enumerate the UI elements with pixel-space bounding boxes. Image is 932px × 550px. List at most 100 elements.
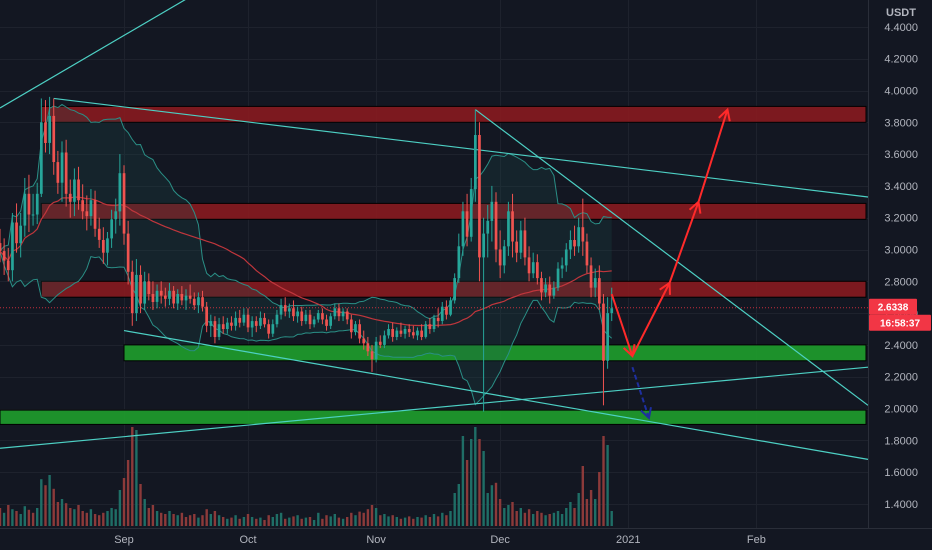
candle	[544, 278, 547, 298]
candle-body	[350, 319, 353, 333]
candle-body	[461, 211, 465, 247]
volume-bar	[143, 499, 146, 526]
volume-bar	[581, 466, 584, 526]
volume-bar	[193, 514, 196, 526]
candle-body	[102, 240, 105, 253]
candle	[564, 243, 568, 272]
candle	[147, 273, 151, 301]
volume-bar	[188, 515, 192, 526]
candle-body	[11, 222, 14, 271]
candle	[333, 303, 337, 320]
y-tick-label: 2.8000	[884, 276, 918, 288]
projection-down	[631, 366, 652, 421]
candle	[259, 311, 262, 329]
candle-body	[254, 321, 258, 326]
resistance-zone	[40, 202, 867, 220]
volume-bar	[27, 509, 31, 526]
candle-body	[226, 322, 229, 329]
volume-bar	[445, 515, 448, 526]
support-zone	[0, 409, 867, 425]
candle	[159, 281, 163, 304]
volume-bar	[242, 517, 246, 526]
x-axis[interactable]: Sep Oct Nov Dec 2021 Feb	[114, 534, 766, 546]
candle-body	[23, 193, 27, 226]
trendline	[0, 366, 869, 449]
candle-body	[585, 241, 589, 266]
volume-bar	[383, 514, 386, 526]
volume-bar	[284, 518, 287, 526]
candle	[552, 281, 556, 299]
candle-body	[60, 152, 64, 183]
candle	[424, 321, 428, 339]
volume-bar	[296, 515, 299, 526]
candle	[234, 311, 237, 331]
candle	[378, 335, 382, 349]
candle-body	[354, 324, 357, 333]
candle-body	[267, 324, 270, 334]
candle	[27, 174, 31, 233]
volume-bar	[598, 472, 601, 526]
candle	[556, 262, 560, 291]
volume-bar	[197, 517, 200, 526]
volume-bar	[135, 430, 138, 526]
volume-bar	[77, 505, 80, 526]
candle-body	[436, 317, 440, 322]
volume-bar	[234, 515, 237, 526]
candle	[585, 233, 589, 274]
volume-bar	[379, 515, 382, 526]
candle	[354, 321, 357, 336]
candle-body	[89, 200, 93, 217]
candlesticks	[0, 96, 614, 412]
candle-body	[374, 341, 378, 360]
candle	[93, 190, 97, 237]
volume-bar	[573, 508, 576, 526]
trendline	[0, 0, 186, 109]
volume-bar	[23, 506, 26, 526]
volume-bar	[168, 511, 171, 526]
candle-body	[440, 306, 444, 321]
volume-bar	[511, 502, 514, 526]
candle	[498, 230, 502, 279]
candle	[560, 257, 564, 279]
candle	[40, 98, 43, 198]
volume-bar	[391, 515, 394, 526]
volume-bar	[329, 516, 332, 526]
candle-body	[465, 211, 469, 237]
volume-bar	[292, 516, 295, 526]
volume-bar	[594, 499, 597, 526]
candle-body	[478, 135, 481, 258]
candle	[502, 239, 506, 274]
volume-bar	[160, 512, 163, 526]
volume-bar	[93, 514, 97, 526]
volume-bar	[81, 511, 84, 526]
candle-body	[68, 193, 72, 202]
countdown-value: 16:58:37	[880, 319, 920, 330]
candle	[329, 313, 332, 329]
volume-bar	[436, 516, 440, 526]
candle	[453, 273, 456, 304]
candle	[139, 265, 142, 314]
y-tick-label: 3.6000	[884, 149, 918, 161]
candle	[445, 300, 448, 320]
volume-bar	[490, 485, 494, 526]
candle	[589, 257, 593, 298]
volume-bar	[151, 505, 155, 526]
candle	[192, 292, 196, 310]
candle-body	[77, 179, 80, 201]
volume-bar	[432, 514, 436, 526]
candle-body	[0, 243, 2, 251]
volume-bar	[259, 517, 262, 526]
last-price-tag: 2.6338 16:58:37	[869, 298, 931, 331]
candle	[110, 209, 113, 248]
candle-body	[27, 193, 31, 215]
y-tick-label: 4.0000	[884, 86, 918, 98]
arrow-segment	[631, 366, 650, 419]
volume-bar	[308, 517, 312, 526]
volume-bar	[515, 511, 518, 526]
candle-body	[424, 324, 428, 337]
volume-bar	[176, 515, 179, 526]
candle-body	[201, 297, 204, 307]
candle-body	[345, 311, 349, 320]
trendline	[123, 329, 869, 460]
